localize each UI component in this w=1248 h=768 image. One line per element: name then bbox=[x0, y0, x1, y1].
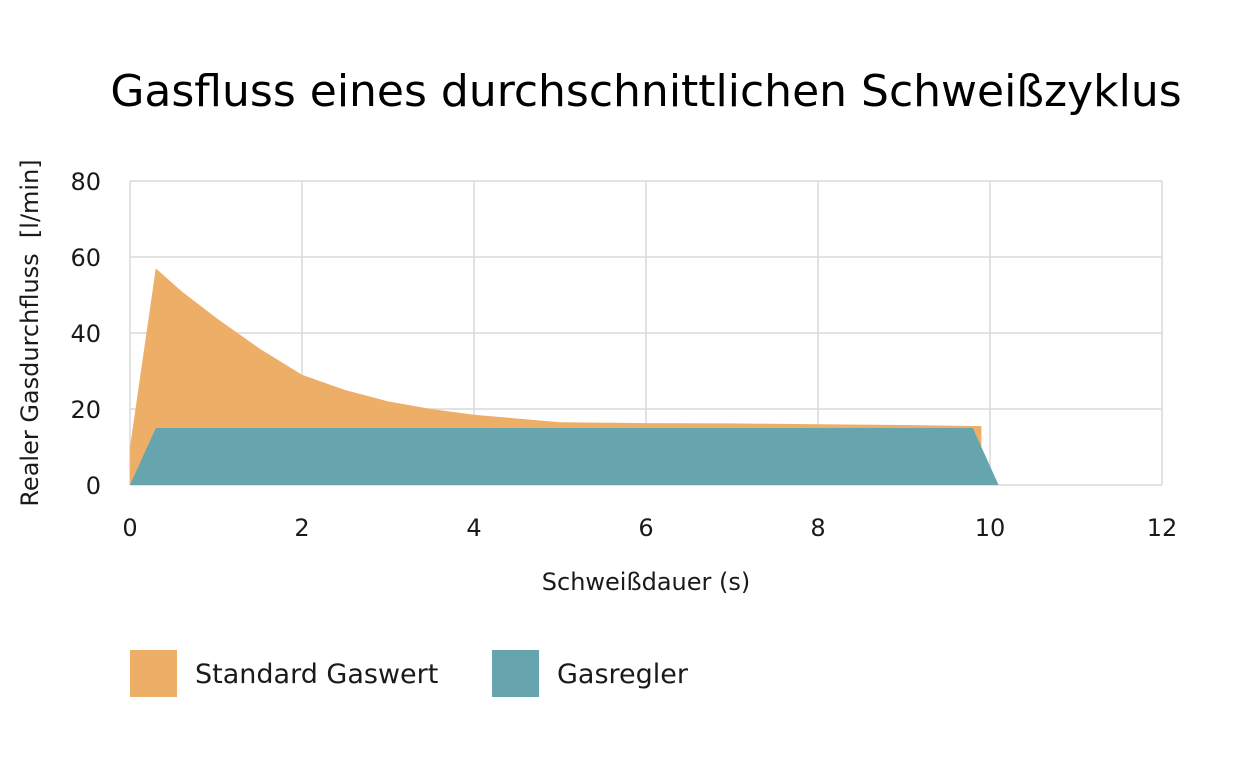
x-tick-label: 2 bbox=[294, 514, 309, 542]
grid bbox=[129, 180, 1163, 486]
y-tick-label: 0 bbox=[86, 472, 101, 500]
x-tick-label: 12 bbox=[1147, 514, 1178, 542]
x-axis-ticks: 0 2 4 6 8 10 12 bbox=[122, 514, 1177, 542]
x-tick-label: 6 bbox=[638, 514, 653, 542]
legend-label: Standard Gaswert bbox=[195, 659, 438, 690]
legend-label: Gasregler bbox=[557, 659, 689, 690]
y-axis-ticks: 0 20 40 60 80 bbox=[70, 168, 101, 500]
x-tick-label: 8 bbox=[810, 514, 825, 542]
x-axis-label: Schweißdauer (s) bbox=[542, 568, 750, 596]
legend-item: Standard Gaswert bbox=[130, 650, 438, 697]
x-tick-label: 0 bbox=[122, 514, 137, 542]
y-tick-label: 40 bbox=[70, 320, 101, 348]
legend-item: Gasregler bbox=[492, 650, 689, 697]
legend: Standard Gaswert Gasregler bbox=[130, 650, 689, 697]
area-series-2 bbox=[130, 428, 999, 485]
legend-swatch bbox=[492, 650, 539, 697]
legend-swatch bbox=[130, 650, 177, 697]
y-axis-label: Realer Gasdurchfluss [l/min] bbox=[16, 159, 44, 506]
y-tick-label: 60 bbox=[70, 244, 101, 272]
chart-title: Gasfluss eines durchschnittlichen Schwei… bbox=[110, 66, 1181, 117]
y-tick-label: 80 bbox=[70, 168, 101, 196]
x-tick-label: 10 bbox=[975, 514, 1006, 542]
x-tick-label: 4 bbox=[466, 514, 481, 542]
plot-area bbox=[130, 268, 999, 485]
y-tick-label: 20 bbox=[70, 396, 101, 424]
